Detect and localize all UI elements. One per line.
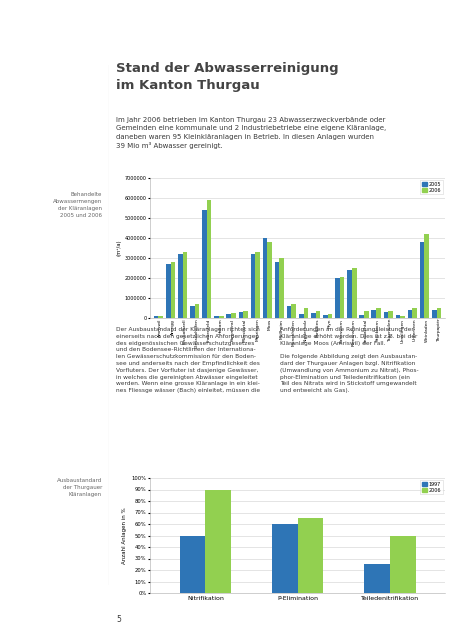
Text: Ausbaustandard
der Thurgauer
Kläranlagen: Ausbaustandard der Thurgauer Kläranlagen	[57, 478, 102, 497]
Bar	[275, 262, 280, 318]
Bar	[420, 242, 424, 318]
Bar	[291, 304, 296, 318]
Bar	[364, 311, 369, 318]
Bar	[304, 308, 308, 318]
Bar	[395, 315, 400, 318]
Bar	[316, 311, 320, 318]
Bar	[159, 316, 163, 318]
Bar	[214, 316, 219, 318]
Bar	[311, 313, 316, 318]
Bar	[195, 304, 199, 318]
Bar	[299, 314, 304, 318]
Text: Im Jahr 2006 betrieben im Kanton Thurgau 23 Abwasserzweckverbände oder
Gemeinden: Im Jahr 2006 betrieben im Kanton Thurgau…	[116, 117, 386, 149]
Bar	[352, 268, 357, 318]
Bar	[183, 252, 187, 318]
Bar	[432, 310, 437, 318]
Bar	[263, 238, 267, 318]
Bar	[170, 262, 175, 318]
Bar	[335, 278, 340, 318]
Bar	[390, 536, 415, 593]
Bar	[388, 311, 393, 318]
Y-axis label: Anzahl Anlagen in %: Anzahl Anlagen in %	[122, 507, 127, 564]
Bar	[178, 254, 183, 318]
Bar	[179, 536, 205, 593]
Bar	[243, 311, 248, 318]
Bar	[255, 252, 260, 318]
Bar	[437, 308, 441, 318]
Bar	[251, 254, 255, 318]
Bar	[166, 264, 170, 318]
Bar	[424, 234, 429, 318]
Text: Der Ausbaustandard der Kläranlagen richtet sich
einerseits nach den gesetzlichen: Der Ausbaustandard der Kläranlagen richt…	[116, 327, 260, 393]
Bar	[328, 314, 333, 318]
Bar	[238, 312, 243, 318]
Bar	[280, 258, 284, 318]
Bar	[364, 564, 390, 593]
Bar	[272, 524, 298, 593]
Bar	[154, 316, 159, 318]
Bar	[190, 306, 195, 318]
Bar	[267, 242, 272, 318]
Bar	[231, 313, 236, 318]
Legend: 2005, 2006: 2005, 2006	[420, 180, 443, 194]
Bar	[202, 210, 207, 318]
Bar	[376, 308, 381, 318]
Bar	[219, 316, 223, 318]
Bar	[384, 312, 388, 318]
Bar	[408, 310, 412, 318]
Text: Behandelte
Abwassermengen
der Kläranlagen
2005 und 2006: Behandelte Abwassermengen der Kläranlage…	[53, 192, 102, 218]
Bar	[205, 490, 231, 593]
Legend: 1997, 2006: 1997, 2006	[420, 481, 443, 494]
Text: Anforderungen an die Reinigungsleistung der
Kläranlage erhöht werden. Dies ist z: Anforderungen an die Reinigungsleistung …	[280, 327, 419, 393]
Bar	[400, 316, 405, 318]
Bar	[347, 270, 352, 318]
Bar	[298, 518, 323, 593]
Bar	[287, 306, 291, 318]
Bar	[412, 308, 417, 318]
Y-axis label: (m³/a): (m³/a)	[117, 240, 122, 256]
Bar	[371, 310, 376, 318]
Bar	[323, 315, 328, 318]
Bar	[226, 314, 231, 318]
Text: Stand der Abwasserreinigung
im Kanton Thurgau: Stand der Abwasserreinigung im Kanton Th…	[116, 62, 339, 92]
Text: 5: 5	[116, 616, 121, 625]
Bar	[359, 315, 364, 318]
Bar	[207, 200, 212, 318]
Bar	[340, 277, 344, 318]
